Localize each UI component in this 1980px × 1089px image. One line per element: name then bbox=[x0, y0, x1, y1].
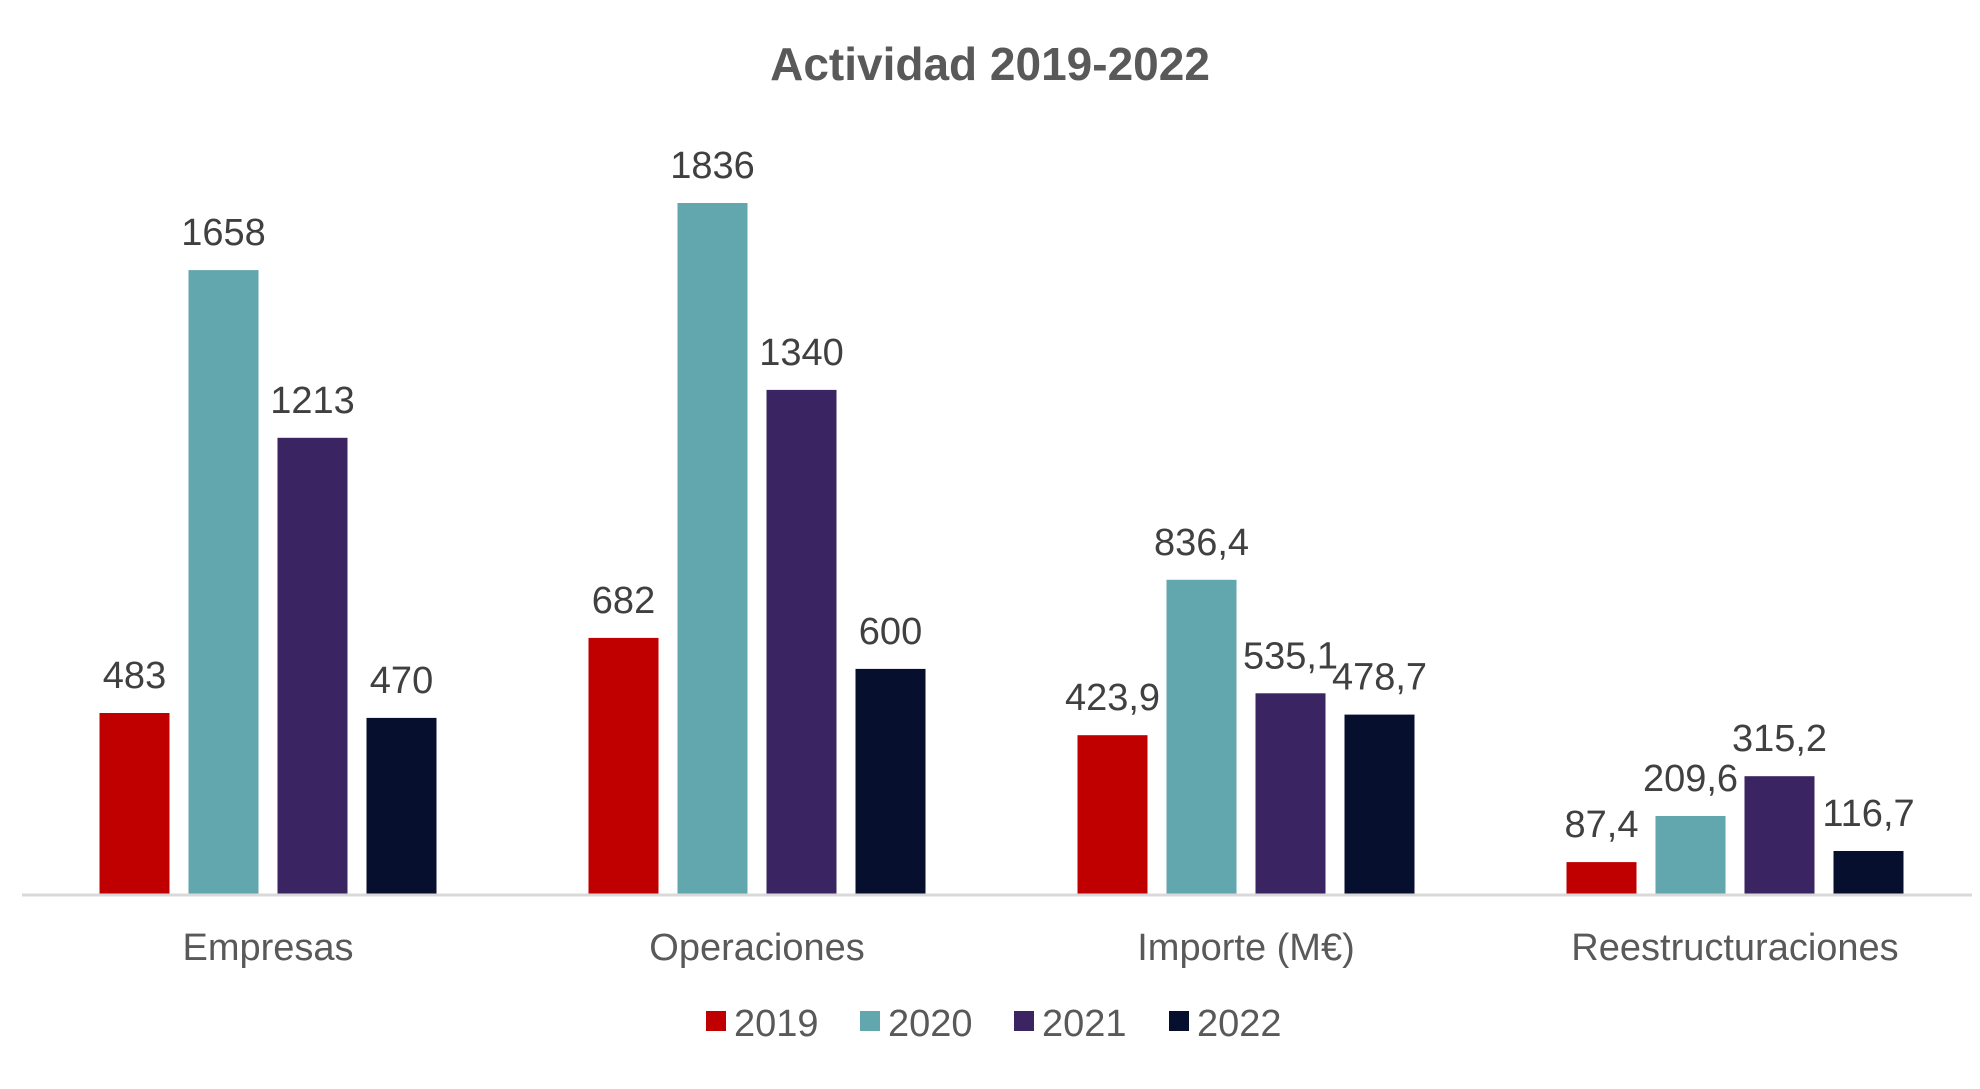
bar-2021-2 bbox=[1255, 693, 1326, 895]
x-axis-tick-labels: Empresas Operaciones Importe (M€) Reestruct… bbox=[182, 927, 1898, 969]
data-label-2021-1: 1340 bbox=[759, 332, 844, 374]
data-label-2020-3: 209,6 bbox=[1643, 758, 1738, 800]
bar-2022-2 bbox=[1344, 714, 1415, 895]
legend-swatch-2021 bbox=[1014, 1011, 1034, 1031]
bar-2022-1 bbox=[855, 668, 926, 895]
bar-2020-2 bbox=[1166, 579, 1237, 895]
legend-label-2019: 2019 bbox=[734, 1003, 819, 1045]
category-label-0: Empresas bbox=[182, 927, 353, 969]
data-label-2022-1: 600 bbox=[859, 611, 922, 653]
bar-2019-2 bbox=[1077, 735, 1148, 895]
data-label-2019-1: 682 bbox=[592, 580, 655, 622]
legend: 2019 2020 2021 2022 bbox=[706, 1003, 1282, 1045]
bar-2020-1 bbox=[677, 203, 748, 895]
legend-swatch-2019 bbox=[706, 1011, 726, 1031]
legend-item-2021: 2021 bbox=[1014, 1003, 1127, 1045]
bar-2021-3 bbox=[1744, 776, 1815, 895]
category-label-2: Importe (M€) bbox=[1137, 927, 1354, 969]
bar-2019-1 bbox=[588, 637, 659, 895]
bar-2021-1 bbox=[766, 389, 837, 895]
data-label-2021-3: 315,2 bbox=[1732, 718, 1827, 760]
legend-swatch-2022 bbox=[1169, 1011, 1189, 1031]
data-label-2022-3: 116,7 bbox=[1822, 793, 1914, 835]
chart-title: Actividad 2019-2022 bbox=[770, 38, 1210, 90]
bar-2020-3 bbox=[1655, 816, 1726, 895]
bar-2021-0 bbox=[277, 437, 348, 895]
bar-2022-0 bbox=[366, 717, 437, 895]
data-label-2020-1: 1836 bbox=[670, 145, 755, 187]
category-label-3: Reestructuraciones bbox=[1571, 927, 1898, 969]
legend-label-2020: 2020 bbox=[888, 1003, 973, 1045]
data-labels-layer: 483 1658 1213 470 682 1836 1340 600 423,9 836,4 53… bbox=[103, 145, 1915, 846]
data-label-2020-0: 1658 bbox=[181, 212, 266, 254]
data-label-2021-2: 535,1 bbox=[1243, 635, 1338, 677]
bar-2022-3 bbox=[1833, 851, 1904, 895]
legend-label-2021: 2021 bbox=[1042, 1003, 1127, 1045]
legend-item-2019: 2019 bbox=[706, 1003, 819, 1045]
category-label-1: Operaciones bbox=[649, 927, 864, 969]
data-label-2020-2: 836,4 bbox=[1154, 522, 1249, 564]
bars-layer bbox=[99, 203, 1904, 896]
legend-item-2020: 2020 bbox=[860, 1003, 973, 1045]
legend-item-2022: 2022 bbox=[1169, 1003, 1282, 1045]
legend-swatch-2020 bbox=[860, 1011, 880, 1031]
bar-2019-3 bbox=[1566, 862, 1637, 895]
data-label-2019-0: 483 bbox=[103, 655, 166, 697]
data-label-2021-0: 1213 bbox=[270, 380, 355, 422]
legend-label-2022: 2022 bbox=[1197, 1003, 1282, 1045]
data-label-2019-3: 87,4 bbox=[1565, 804, 1639, 846]
bar-2019-0 bbox=[99, 713, 170, 895]
data-label-2019-2: 423,9 bbox=[1065, 677, 1160, 719]
data-label-2022-2: 478,7 bbox=[1332, 657, 1427, 699]
bar-2020-0 bbox=[188, 270, 259, 896]
data-label-2022-0: 470 bbox=[370, 660, 433, 702]
